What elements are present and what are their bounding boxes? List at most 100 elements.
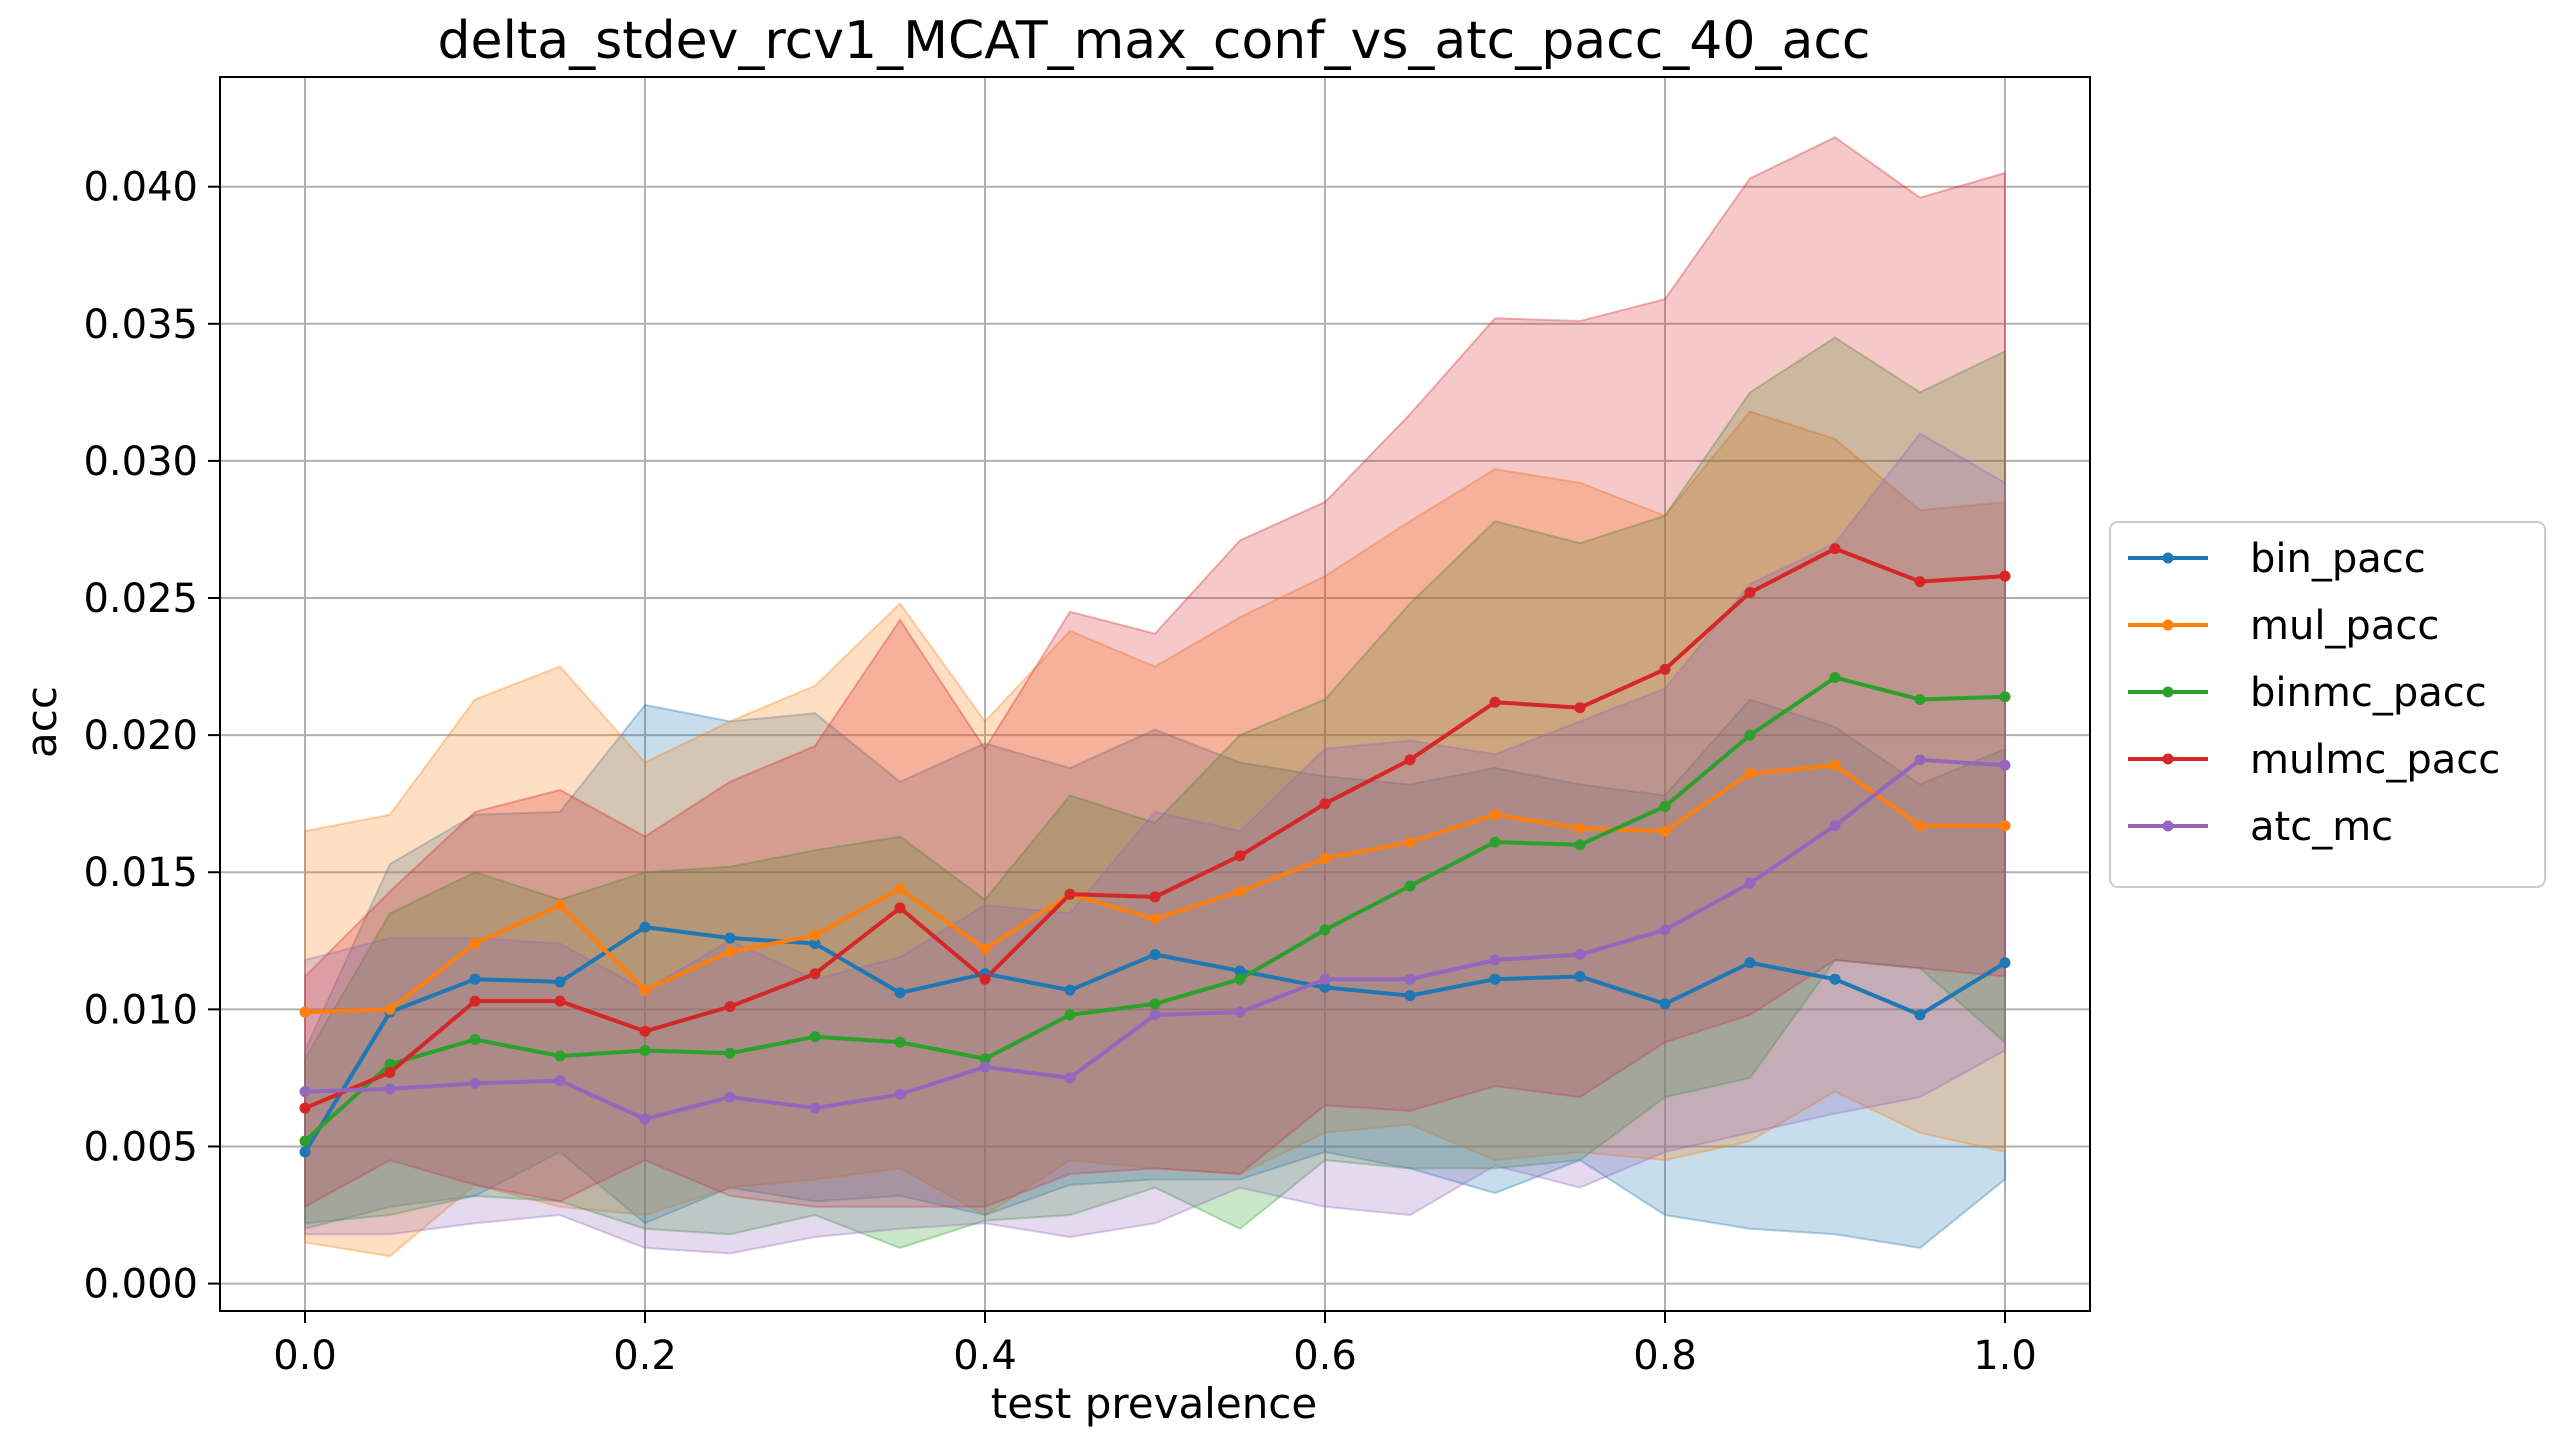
point-bin_pacc [299, 1146, 311, 1158]
point-atc_mc [1659, 924, 1671, 936]
point-atc_mc [1999, 759, 2011, 771]
point-mul_pacc [809, 929, 821, 941]
y-tick-label: 0.040 [83, 165, 198, 211]
point-binmc_pacc [384, 1058, 396, 1070]
point-atc_mc [1489, 954, 1501, 966]
x-tick-label: 0.6 [1293, 1333, 1357, 1379]
point-atc_mc [1319, 973, 1331, 985]
point-mulmc_pacc [894, 902, 906, 914]
y-tick-label: 0.005 [83, 1124, 198, 1170]
point-atc_mc [1149, 1009, 1161, 1021]
point-bin_pacc [809, 938, 821, 950]
point-binmc_pacc [1404, 880, 1416, 892]
point-atc_mc [724, 1091, 736, 1103]
point-binmc_pacc [1574, 839, 1586, 851]
band-mul_pacc [304, 410, 2006, 1258]
point-bin_pacc [1404, 990, 1416, 1002]
point-atc_mc [469, 1077, 481, 1089]
point-mul_pacc [639, 984, 651, 996]
point-mul_pacc [724, 946, 736, 958]
plot-frame [219, 76, 2091, 1312]
point-mulmc_pacc [809, 968, 821, 980]
point-mulmc_pacc [1914, 576, 1926, 588]
x-tick-label: 1.0 [1973, 1333, 2037, 1379]
legend-marker-bin_pacc [2162, 552, 2174, 564]
point-mul_pacc [1319, 853, 1331, 865]
point-binmc_pacc [1319, 924, 1331, 936]
point-mul_pacc [384, 1003, 396, 1015]
point-atc_mc [809, 1102, 821, 1114]
point-binmc_pacc [1149, 998, 1161, 1010]
x-tick-label: 0.8 [1633, 1333, 1697, 1379]
point-atc_mc [894, 1088, 906, 1100]
confidence-bands [304, 136, 2006, 1258]
point-mulmc_pacc [724, 1001, 736, 1013]
legend-label-mul_pacc: mul_pacc [2250, 603, 2439, 649]
point-binmc_pacc [894, 1036, 906, 1048]
y-tick-label: 0.025 [83, 576, 198, 622]
point-bin_pacc [1064, 984, 1076, 996]
point-mulmc_pacc [639, 1025, 651, 1037]
point-atc_mc [1404, 973, 1416, 985]
point-bin_pacc [1489, 973, 1501, 985]
x-tick-label: 0.4 [953, 1333, 1017, 1379]
point-atc_mc [639, 1113, 651, 1125]
legend-box [2109, 521, 2546, 888]
point-binmc_pacc [1659, 800, 1671, 812]
legend-marker-atc_mc [2162, 820, 2174, 832]
point-binmc_pacc [1914, 693, 1926, 705]
point-binmc_pacc [1489, 836, 1501, 848]
point-mul_pacc [1149, 913, 1161, 925]
point-mulmc_pacc [554, 995, 566, 1007]
y-tick-label: 0.035 [83, 302, 198, 348]
chart-title: delta_stdev_rcv1_MCAT_max_conf_vs_atc_pa… [437, 11, 1870, 71]
point-bin_pacc [1999, 957, 2011, 969]
y-tick-label: 0.000 [83, 1262, 198, 1308]
point-bin_pacc [1149, 949, 1161, 961]
point-binmc_pacc [809, 1031, 821, 1043]
point-mulmc_pacc [1829, 543, 1841, 555]
point-binmc_pacc [1829, 672, 1841, 684]
point-mulmc_pacc [979, 973, 991, 985]
point-atc_mc [1574, 949, 1586, 961]
point-atc_mc [1744, 877, 1756, 889]
point-bin_pacc [639, 921, 651, 933]
point-mulmc_pacc [1149, 891, 1161, 903]
point-bin_pacc [469, 973, 481, 985]
point-bin_pacc [1744, 957, 1756, 969]
point-atc_mc [1064, 1072, 1076, 1084]
point-binmc_pacc [979, 1053, 991, 1065]
point-mulmc_pacc [384, 1066, 396, 1078]
y-axis-label: acc [17, 686, 66, 758]
legend-label-bin_pacc: bin_pacc [2250, 536, 2426, 582]
point-mul_pacc [1404, 836, 1416, 848]
y-tick-label: 0.030 [83, 439, 198, 485]
band-bin_pacc [304, 698, 2006, 1249]
point-mul_pacc [1489, 809, 1501, 821]
point-mul_pacc [554, 899, 566, 911]
point-mulmc_pacc [1744, 587, 1756, 599]
legend-label-atc_mc: atc_mc [2250, 804, 2393, 850]
point-binmc_pacc [554, 1050, 566, 1062]
point-binmc_pacc [1064, 1009, 1076, 1021]
point-mul_pacc [1234, 885, 1246, 897]
point-atc_mc [1829, 820, 1841, 832]
point-bin_pacc [1319, 981, 1331, 993]
y-tick-label: 0.020 [83, 713, 198, 759]
point-binmc_pacc [469, 1034, 481, 1046]
band-binmc_pacc [304, 336, 2006, 1249]
x-axis-label: test prevalence [991, 1379, 1318, 1428]
point-bin_pacc [1574, 970, 1586, 982]
point-binmc_pacc [1234, 973, 1246, 985]
point-bin_pacc [554, 976, 566, 988]
point-atc_mc [979, 1061, 991, 1073]
point-bin_pacc [724, 932, 736, 944]
point-mul_pacc [469, 938, 481, 950]
point-bin_pacc [1829, 973, 1841, 985]
point-mulmc_pacc [1574, 702, 1586, 714]
point-atc_mc [1234, 1006, 1246, 1018]
point-mul_pacc [1999, 820, 2011, 832]
point-mul_pacc [1574, 822, 1586, 834]
point-binmc_pacc [299, 1135, 311, 1147]
